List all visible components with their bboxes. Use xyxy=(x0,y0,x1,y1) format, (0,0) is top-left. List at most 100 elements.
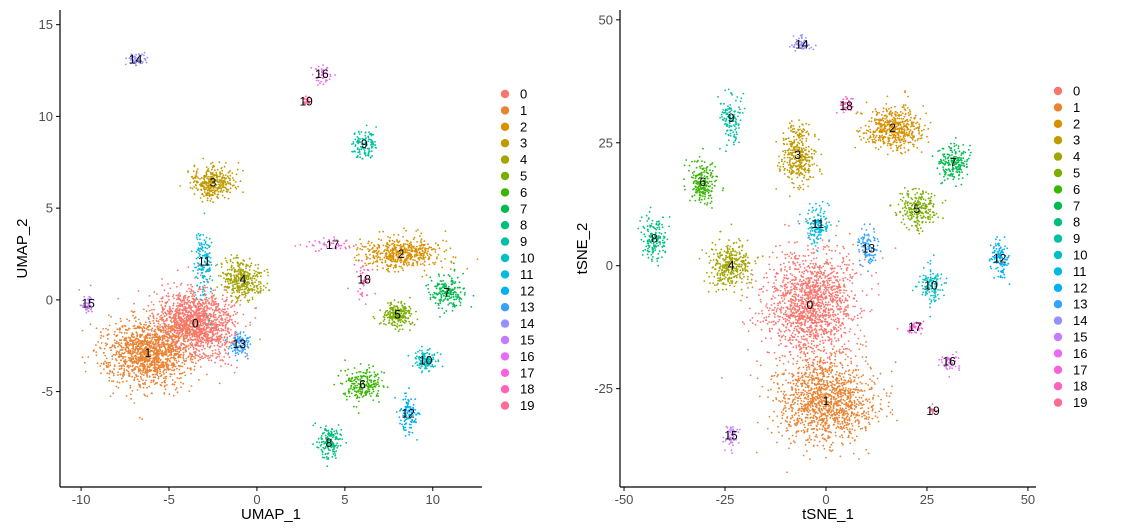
point xyxy=(143,323,146,326)
point xyxy=(153,364,156,366)
point xyxy=(241,293,244,296)
point xyxy=(419,235,421,237)
point xyxy=(173,331,176,334)
point xyxy=(358,259,360,262)
point xyxy=(316,441,318,443)
point xyxy=(335,444,338,446)
point xyxy=(127,336,130,339)
point xyxy=(185,324,188,327)
point xyxy=(410,243,413,246)
point xyxy=(254,291,256,294)
point xyxy=(460,298,463,300)
point xyxy=(162,312,165,315)
point xyxy=(352,142,355,145)
point xyxy=(164,331,167,334)
point xyxy=(138,357,141,359)
point xyxy=(120,365,123,368)
point xyxy=(186,334,189,337)
point xyxy=(434,302,437,305)
point xyxy=(148,295,151,297)
point xyxy=(132,352,135,354)
point xyxy=(172,294,175,296)
point xyxy=(206,169,209,172)
point xyxy=(382,244,385,247)
point xyxy=(236,168,239,171)
point xyxy=(249,264,252,267)
point xyxy=(102,335,105,338)
point xyxy=(135,362,138,365)
point xyxy=(155,317,158,320)
point xyxy=(207,326,210,329)
point xyxy=(206,199,209,202)
point xyxy=(191,333,194,335)
point xyxy=(175,327,178,329)
point xyxy=(163,377,165,380)
point xyxy=(181,329,184,331)
point xyxy=(463,287,465,290)
point xyxy=(170,318,173,320)
point xyxy=(95,351,98,353)
point xyxy=(387,265,389,267)
point xyxy=(337,438,340,441)
point xyxy=(230,301,233,303)
point xyxy=(174,323,176,325)
point xyxy=(312,424,315,427)
point xyxy=(190,300,193,303)
point xyxy=(120,359,122,362)
point xyxy=(225,352,227,354)
point xyxy=(191,295,193,298)
point xyxy=(159,359,162,362)
point xyxy=(213,318,216,321)
point xyxy=(155,354,158,357)
point xyxy=(400,312,403,315)
point xyxy=(256,273,258,276)
point xyxy=(374,379,376,382)
point xyxy=(160,345,163,348)
point xyxy=(110,349,112,352)
point xyxy=(179,356,182,359)
point xyxy=(224,362,227,365)
point xyxy=(354,384,357,387)
point xyxy=(404,319,406,322)
point xyxy=(113,368,115,371)
point xyxy=(202,319,205,321)
point xyxy=(226,269,229,271)
point xyxy=(388,321,391,324)
point xyxy=(197,355,200,357)
point xyxy=(419,247,421,249)
point xyxy=(134,316,137,318)
point xyxy=(190,308,193,311)
point xyxy=(376,253,379,256)
point xyxy=(154,373,157,376)
point xyxy=(369,244,371,247)
point xyxy=(227,278,230,280)
point xyxy=(205,355,208,357)
point xyxy=(316,446,319,448)
point xyxy=(196,327,199,330)
point xyxy=(352,382,355,385)
point xyxy=(170,309,172,312)
point xyxy=(132,364,134,367)
point xyxy=(227,353,230,356)
point xyxy=(167,364,170,366)
point xyxy=(208,317,211,320)
point xyxy=(180,312,182,315)
point xyxy=(190,306,193,308)
point xyxy=(95,354,98,357)
point xyxy=(200,185,203,188)
point xyxy=(416,262,419,264)
point xyxy=(136,332,138,335)
point xyxy=(233,310,236,313)
point xyxy=(218,353,220,356)
point xyxy=(178,319,181,321)
point xyxy=(153,352,156,354)
point xyxy=(151,338,154,340)
point xyxy=(137,368,140,371)
point xyxy=(453,270,456,272)
point xyxy=(139,365,141,367)
point xyxy=(224,257,227,260)
point xyxy=(118,329,121,331)
point xyxy=(358,396,361,399)
point xyxy=(179,284,182,286)
point xyxy=(334,453,336,455)
